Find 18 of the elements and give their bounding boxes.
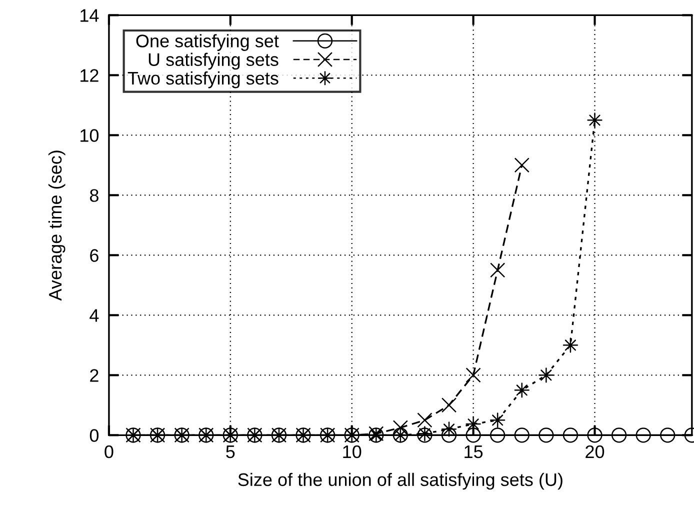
y-tick-label: 2: [90, 369, 98, 382]
x-tick-label: 10: [343, 445, 362, 458]
y-tick-label: 0: [90, 429, 99, 442]
legend-label: One satisfying set: [136, 34, 279, 51]
y-tick-label: 8: [90, 189, 98, 202]
x-tick-label: 15: [464, 446, 483, 458]
x-tick-label: 0: [104, 445, 114, 458]
x-axis-title: Size of the union of all satisfying sets (U): [238, 472, 562, 490]
x-tick-label: 20: [586, 445, 604, 458]
legend-label: U satisfying sets: [148, 52, 278, 70]
y-tick-label: 10: [80, 129, 99, 142]
y-axis-title: Average time (sec): [48, 150, 66, 301]
y-tick-label: 12: [80, 69, 98, 82]
x-tick-label: 5: [226, 446, 235, 458]
legend-label: Two satisfying sets: [128, 71, 278, 88]
y-tick-label: 4: [90, 309, 99, 322]
y-tick-label: 6: [90, 249, 98, 262]
y-tick-label: 14: [80, 9, 99, 22]
